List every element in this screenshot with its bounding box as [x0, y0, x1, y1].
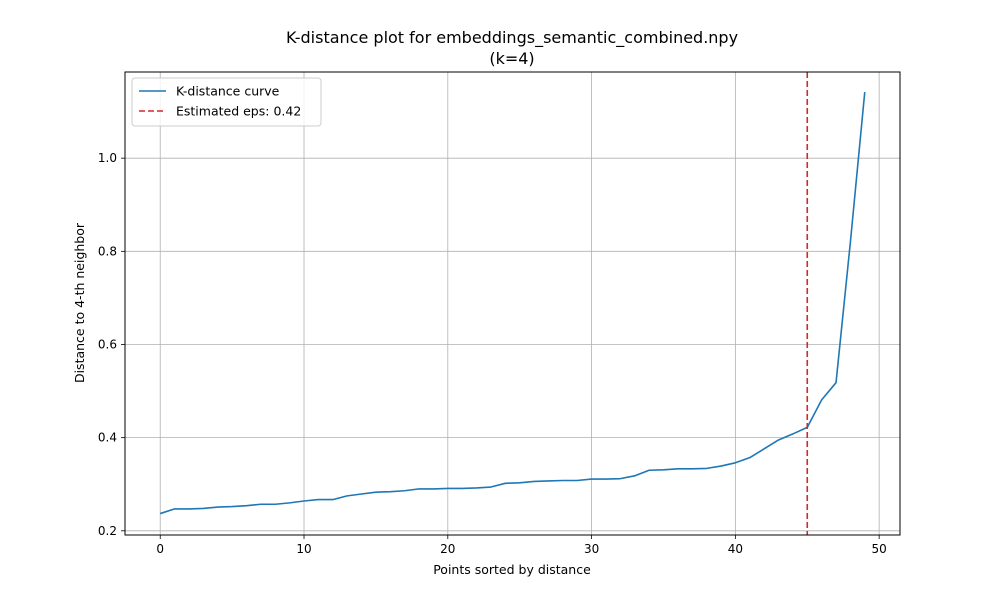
legend-label-eps: Estimated eps: 0.42 [176, 104, 301, 119]
y-tick-label: 0.6 [98, 337, 117, 351]
y-tick-label: 0.2 [98, 524, 117, 538]
y-tick-label: 1.0 [98, 151, 117, 165]
y-tick-label: 0.4 [98, 431, 117, 445]
chart-subtitle: (k=4) [489, 49, 534, 68]
legend-box [131, 77, 322, 127]
k-distance-curve-line [159, 91, 866, 515]
y-axis-label: Distance to 4-th neighbor [72, 222, 87, 383]
x-axis-label: Points sorted by distance [433, 562, 591, 577]
x-tick-label: 0 [156, 542, 164, 556]
x-tick-label: 40 [728, 542, 743, 556]
plot-frame [124, 71, 901, 536]
x-tick-label: 20 [440, 542, 455, 556]
grid-lines [125, 72, 900, 535]
plot-area [159, 72, 866, 535]
legend: K-distance curve Estimated eps: 0.42 [131, 77, 322, 127]
legend-label-curve: K-distance curve [176, 84, 280, 99]
chart-title: K-distance plot for embeddings_semantic_… [286, 28, 738, 48]
y-tick-label: 0.8 [98, 244, 117, 258]
x-tick-label: 50 [872, 542, 887, 556]
axis-ticks: 0 10 20 30 40 50 0.2 0.4 0.6 0.8 1.0 [98, 151, 887, 556]
x-tick-label: 10 [296, 542, 311, 556]
x-tick-label: 30 [584, 542, 599, 556]
